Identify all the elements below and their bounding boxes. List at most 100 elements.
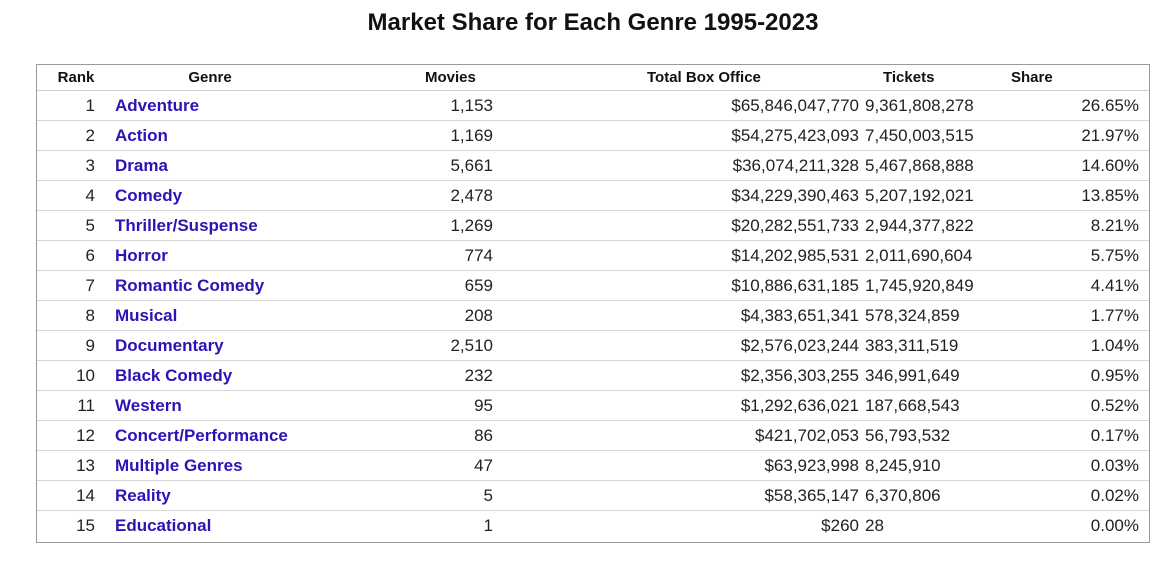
cell-tickets: 9,361,808,278 xyxy=(865,90,987,121)
genre-link[interactable]: Western xyxy=(115,395,182,415)
cell-share: 0.52% xyxy=(987,390,1149,421)
table-row: 9 Documentary 2,510 $2,576,023,244 383,311,5… xyxy=(37,330,1149,361)
cell-share: 0.95% xyxy=(987,360,1149,391)
cell-movies: 1 xyxy=(483,515,493,535)
cell-tickets: 56,793,532 xyxy=(865,420,987,451)
header-tickets: Tickets xyxy=(865,65,987,91)
cell-tickets: 6,370,806 xyxy=(865,480,987,511)
header-rank: Rank xyxy=(37,65,115,91)
cell-genre: Comedy xyxy=(115,180,425,211)
cell-movies: 1,153 xyxy=(425,90,611,121)
cell-genre: Adventure xyxy=(115,90,425,121)
cell-movies: 86 xyxy=(425,420,611,451)
cell-tickets: 5,207,192,021 xyxy=(865,180,987,211)
cell-rank: 12 xyxy=(37,420,115,451)
cell-rank: 14 xyxy=(37,480,115,511)
cell-share: 4.41% xyxy=(987,270,1149,301)
cell-tickets: 383,311,519 xyxy=(865,330,987,361)
genre-link[interactable]: Documentary xyxy=(115,335,224,355)
table-row: 7 Romantic Comedy 659 $10,886,631,185 1,745,… xyxy=(37,270,1149,301)
cell-rank: 6 xyxy=(37,240,115,271)
cell-share: 13.85% xyxy=(987,180,1149,211)
cell-genre: Educational xyxy=(115,511,425,541)
cell-total-box-office: $20,282,551,733 xyxy=(611,210,865,241)
cell-genre: Reality xyxy=(115,480,425,511)
table-row: 5 Thriller/Suspense 1,269 $20,282,551,733 2,… xyxy=(37,210,1149,241)
cell-movies: 5 xyxy=(425,480,611,511)
cell-share: 8.21% xyxy=(987,210,1149,241)
cell-total-box-office: $10,886,631,185 xyxy=(611,270,865,301)
genre-link[interactable]: Multiple Genres xyxy=(115,455,243,475)
cell-total-box-office: $34,229,390,463 xyxy=(611,180,865,211)
genre-link[interactable]: Comedy xyxy=(115,185,183,205)
genre-link[interactable]: Adventure xyxy=(115,95,200,115)
cell-tickets: 5,467,868,888 xyxy=(865,150,987,181)
cell-share: 26.65% xyxy=(987,90,1149,121)
cell-genre: Drama xyxy=(115,150,425,181)
cell-rank: 15 xyxy=(76,515,95,535)
cell-rank: 5 xyxy=(37,210,115,241)
genre-link[interactable]: Black Comedy xyxy=(115,365,233,385)
table-row: 15 Educational 1 $260 28 0.00% xyxy=(37,511,1149,541)
cell-genre: Black Comedy xyxy=(115,360,425,391)
cell-rank: 7 xyxy=(37,270,115,301)
cell-total-box-office: $2,576,023,244 xyxy=(611,330,865,361)
cell-tickets: 346,991,649 xyxy=(865,360,987,391)
genre-link[interactable]: Romantic Comedy xyxy=(115,275,265,295)
cell-share: 0.02% xyxy=(987,480,1149,511)
genre-link[interactable]: Action xyxy=(115,125,168,145)
table-row: 4 Comedy 2,478 $34,229,390,463 5,207,192,021… xyxy=(37,180,1149,211)
cell-share: 14.60% xyxy=(987,150,1149,181)
cell-share: 0.03% xyxy=(987,450,1149,481)
cell-rank: 1 xyxy=(37,90,115,121)
chart-title: Market Share for Each Genre 1995-2023 xyxy=(367,9,819,36)
cell-movies: 2,478 xyxy=(425,180,611,211)
table-row: 3 Drama 5,661 $36,074,211,328 5,467,868,888 1… xyxy=(37,150,1149,181)
table-row: 11 Western 95 $1,292,636,021 187,668,543 0.52… xyxy=(37,390,1149,421)
cell-share: 1.77% xyxy=(987,300,1149,331)
genre-link[interactable]: Reality xyxy=(115,485,171,505)
table-row: 10 Black Comedy 232 $2,356,303,255 346,991,6… xyxy=(37,360,1149,391)
table-row: 2 Action 1,169 $54,275,423,093 7,450,003,515… xyxy=(37,120,1149,151)
cell-share: 5.75% xyxy=(987,240,1149,271)
header-share: Share xyxy=(987,65,1149,91)
cell-total-box-office: $4,383,651,341 xyxy=(611,300,865,331)
cell-genre: Musical xyxy=(115,300,425,331)
cell-movies: 659 xyxy=(425,270,611,301)
cell-rank: 10 xyxy=(37,360,115,391)
genre-share-table: Rank Genre Movies Total Box Office Ticke… xyxy=(36,64,1150,543)
cell-total-box-office: $58,365,147 xyxy=(611,480,865,511)
cell-share: 0.00% xyxy=(1090,515,1139,535)
table-row: 6 Horror 774 $14,202,985,531 2,011,690,604 5.… xyxy=(37,240,1149,271)
genre-link[interactable]: Horror xyxy=(115,245,168,265)
cell-movies: 774 xyxy=(425,240,611,271)
cell-tickets: 578,324,859 xyxy=(865,300,987,331)
cell-share: 21.97% xyxy=(987,120,1149,151)
cell-genre: Thriller/Suspense xyxy=(115,210,425,241)
genre-link[interactable]: Musical xyxy=(115,305,178,325)
genre-link[interactable]: Drama xyxy=(115,155,168,175)
cell-rank: 2 xyxy=(37,120,115,151)
cell-tickets: 1,745,920,849 xyxy=(865,270,987,301)
cell-tickets: 2,944,377,822 xyxy=(865,210,987,241)
genre-link[interactable]: Educational xyxy=(115,515,212,535)
table-row: 8 Musical 208 $4,383,651,341 578,324,859 1.77… xyxy=(37,300,1149,331)
genre-link[interactable]: Thriller/Suspense xyxy=(115,215,258,235)
cell-movies: 95 xyxy=(425,390,611,421)
header-genre: Genre xyxy=(115,65,425,91)
table-row: 14 Reality 5 $58,365,147 6,370,806 0.02% xyxy=(37,480,1149,511)
cell-movies: 47 xyxy=(425,450,611,481)
cell-rank: 4 xyxy=(37,180,115,211)
cell-rank: 9 xyxy=(37,330,115,361)
cell-total-box-office: $260 xyxy=(821,515,859,535)
cell-total-box-office: $65,846,047,770 xyxy=(611,90,865,121)
cell-rank: 3 xyxy=(37,150,115,181)
genre-link[interactable]: Concert/Performance xyxy=(115,425,288,445)
cell-movies: 1,169 xyxy=(425,120,611,151)
cell-rank: 13 xyxy=(37,450,115,481)
cell-genre: Western xyxy=(115,390,425,421)
cell-total-box-office: $1,292,636,021 xyxy=(611,390,865,421)
cell-share: 1.04% xyxy=(987,330,1149,361)
cell-tickets: 8,245,910 xyxy=(865,450,987,481)
cell-genre: Action xyxy=(115,120,425,151)
